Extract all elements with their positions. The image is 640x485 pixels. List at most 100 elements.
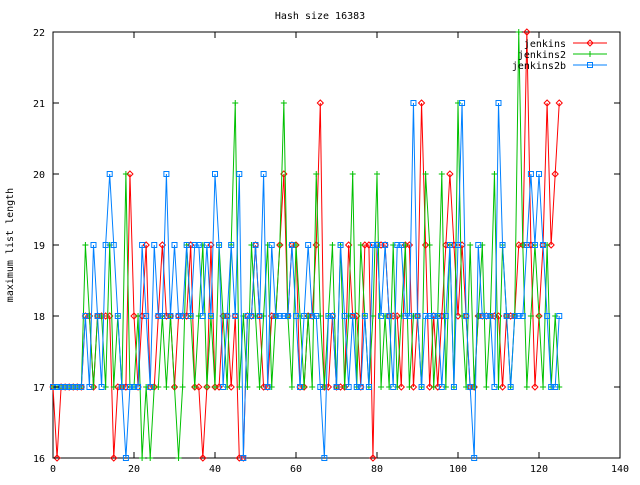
data-point-jenkins2 [110,384,117,390]
data-point-jenkins2b [365,384,372,390]
data-point-jenkins2b [244,313,251,319]
data-point-jenkins2b [495,100,502,106]
data-point-jenkins2b [297,384,304,390]
data-point-jenkins2 [426,242,433,248]
data-point-jenkins2b [519,313,526,319]
data-point-jenkins2 [491,171,498,177]
data-point-jenkins2 [357,242,364,248]
data-point-jenkins2b [102,242,109,248]
data-point-jenkins2b [446,242,453,248]
data-point-jenkins2b [536,171,542,177]
data-point-jenkins2b [406,313,413,319]
data-point-jenkins2 [203,384,210,390]
data-point-jenkins2b [191,242,198,248]
data-point-jenkins2 [540,384,547,390]
data-point-jenkins2b [203,242,210,248]
data-point-jenkins2 [163,384,170,390]
x-tick-label: 20 [128,464,140,475]
data-point-jenkins [316,99,325,107]
data-point-jenkins2b [475,242,482,248]
data-point-jenkins2b [503,313,510,319]
series-group [49,28,563,462]
y-tick-label: 22 [33,28,45,39]
data-point-jenkins2b [248,313,255,319]
data-point-jenkins2b [402,313,409,319]
data-point-jenkins2b [333,384,340,390]
data-point-jenkins2b [98,384,105,390]
data-point-jenkins2b [450,384,457,390]
data-point-jenkins2b [511,313,518,319]
data-point-jenkins2b [361,313,368,319]
data-point-jenkins2b [143,313,150,319]
data-point-jenkins2 [139,455,146,461]
data-point-jenkins2b [487,313,494,319]
data-point-jenkins2b [131,384,137,390]
data-point-jenkins2b [552,384,559,390]
data-point-jenkins2b [106,171,113,177]
data-point-jenkins2b [224,313,231,319]
data-point-jenkins2b [471,455,478,461]
data-point-jenkins2b [341,313,348,319]
axes-group: 0 20 40 60 80 100 120 140 16 17 18 19 20 21 22 [33,28,629,475]
data-point-jenkins [53,454,61,462]
data-point-jenkins2b [264,384,271,390]
data-point-jenkins [425,383,434,391]
x-tick-label: 60 [290,464,302,475]
data-point-jenkins2b [183,242,190,248]
data-point-jenkins2b [523,242,530,248]
data-point-jenkins2b [114,313,121,319]
data-point-jenkins2b [110,242,117,248]
data-point-jenkins2 [313,171,320,177]
data-point-jenkins2 [122,171,129,177]
data-point-jenkins2b [272,313,279,319]
data-point-jenkins2 [515,29,522,35]
data-point-jenkins2b [260,171,267,177]
y-tick-label: 20 [33,170,45,181]
data-point-jenkins2b [74,384,81,390]
data-point-jenkins2 [438,171,445,177]
data-point-jenkins2b [240,455,247,461]
data-point-jenkins2b [66,384,73,390]
data-point-jenkins2b [422,313,429,319]
data-point-jenkins2b [288,242,295,248]
data-point-jenkins2b [147,384,154,390]
data-point-jenkins2b [179,313,186,319]
data-point-jenkins2b [483,313,490,319]
data-point-jenkins [555,99,563,107]
data-point-jenkins2 [175,455,182,461]
data-point-jenkins2b [159,313,166,319]
data-point-jenkins2b [390,384,397,390]
data-point-jenkins2b [256,313,263,319]
legend-marker-jenkins [586,39,594,47]
data-point-jenkins2 [483,384,490,390]
data-point-jenkins2b [187,313,194,319]
y-axis-label: maximum list length [5,188,16,302]
data-point-jenkins2b [118,384,125,390]
data-point-jenkins2b [531,242,538,248]
data-point-jenkins2b [167,313,174,319]
x-tick-label: 80 [371,464,383,475]
data-point-jenkins [130,312,138,320]
data-point-jenkins2b [442,313,449,319]
data-point-jenkins2b [199,313,206,319]
data-point-jenkins [110,454,118,462]
data-point-jenkins2b [284,313,291,319]
data-point-jenkins2 [523,384,530,390]
data-point-jenkins2b [220,384,227,390]
data-point-jenkins2 [256,384,263,390]
data-point-jenkins2b [544,313,551,319]
data-point-jenkins2 [191,384,198,390]
data-point-jenkins2b [548,384,555,390]
data-point-jenkins2b [163,171,170,177]
data-point-jenkins2b [122,455,129,461]
data-point-jenkins [409,383,418,391]
data-point-jenkins2b [357,384,364,390]
data-point-jenkins2b [86,384,93,390]
data-point-jenkins2b [378,313,385,319]
chart-title: Hash size 16383 [275,11,365,22]
data-point-jenkins2b [382,242,389,248]
data-point-jenkins2b [78,384,85,390]
legend-label-jenkins2b: jenkins2b [512,61,566,72]
